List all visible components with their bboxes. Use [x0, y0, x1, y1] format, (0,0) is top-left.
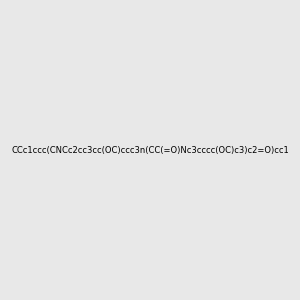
Text: CCc1ccc(CNCc2cc3cc(OC)ccc3n(CC(=O)Nc3cccc(OC)c3)c2=O)cc1: CCc1ccc(CNCc2cc3cc(OC)ccc3n(CC(=O)Nc3ccc… [11, 146, 289, 154]
